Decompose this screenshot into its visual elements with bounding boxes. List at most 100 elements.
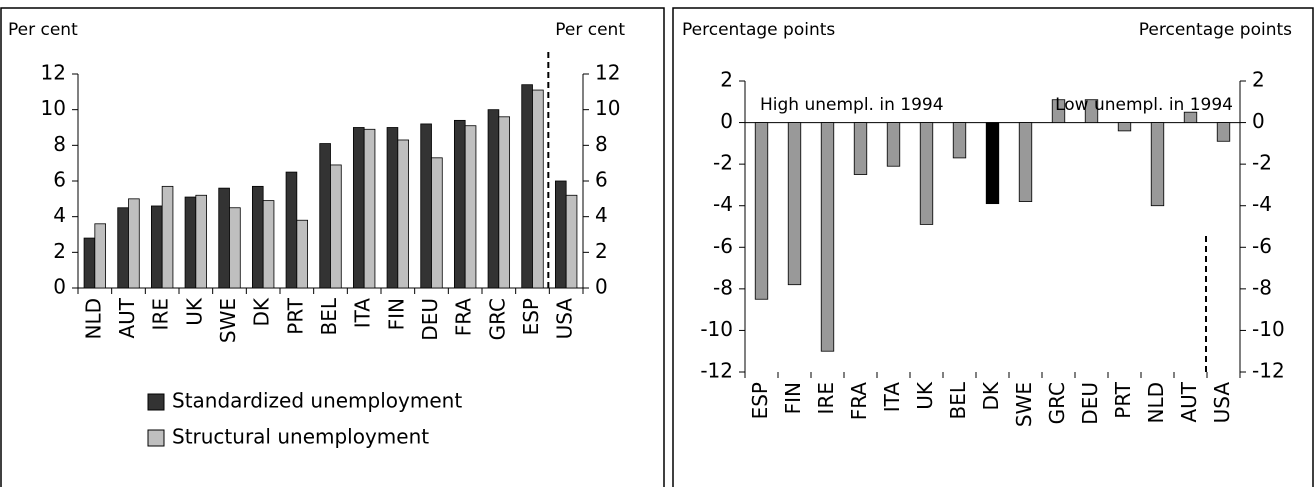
y-tick-label: -4 bbox=[713, 192, 733, 216]
legend-swatch bbox=[147, 393, 165, 411]
bar bbox=[251, 185, 264, 289]
x-tick-label: FIN bbox=[384, 298, 408, 330]
y-tick-label: 2 bbox=[53, 239, 66, 263]
y-axis-label: Percentage points bbox=[682, 20, 835, 40]
legend-label: Structural unemployment bbox=[172, 425, 429, 449]
bar bbox=[521, 84, 533, 289]
y2-tick-label: 6 bbox=[595, 168, 608, 192]
y-tick-label: 8 bbox=[53, 132, 66, 156]
bar bbox=[184, 196, 197, 289]
bar bbox=[1051, 99, 1066, 123]
bar bbox=[453, 119, 466, 289]
y-tick-label: 6 bbox=[53, 168, 66, 192]
y-tick-label: 12 bbox=[41, 61, 66, 85]
bar bbox=[218, 187, 230, 289]
y2-tick-label: 10 bbox=[595, 96, 620, 120]
bar bbox=[1150, 122, 1165, 207]
bar bbox=[431, 157, 443, 289]
bar bbox=[352, 127, 365, 289]
x-tick-label: AUT bbox=[115, 297, 139, 338]
y2-tick-label: -6 bbox=[1252, 234, 1272, 258]
x-tick-label: BEL bbox=[946, 381, 970, 419]
x-tick-label: AUT bbox=[1177, 381, 1201, 422]
legend-label: Standardized unemployment bbox=[172, 389, 462, 413]
y2-tick-label: -8 bbox=[1252, 275, 1272, 299]
y-tick-label: 10 bbox=[41, 96, 66, 120]
bar bbox=[161, 185, 174, 289]
x-tick-label: PRT bbox=[1111, 381, 1135, 419]
y2-tick-label: 0 bbox=[595, 275, 608, 299]
bar bbox=[853, 122, 868, 175]
x-tick-label: SWE bbox=[1012, 382, 1036, 427]
bar bbox=[498, 116, 511, 289]
x-tick-label: IRE bbox=[149, 298, 173, 330]
x-tick-label: ESP bbox=[748, 382, 772, 419]
x-tick-label: DEU bbox=[418, 298, 442, 341]
x-tick-label: FRA bbox=[452, 298, 476, 337]
bar bbox=[296, 219, 309, 289]
bar bbox=[1084, 99, 1099, 123]
x-tick-label: FIN bbox=[781, 382, 805, 414]
x-tick-label: DEU bbox=[1078, 382, 1102, 425]
bar bbox=[1117, 122, 1132, 132]
y2-tick-label: -4 bbox=[1252, 192, 1272, 216]
y-tick-label: 4 bbox=[53, 203, 66, 227]
y-tick-label: -8 bbox=[713, 275, 733, 299]
x-tick-label: FRA bbox=[847, 382, 871, 421]
panel-frame bbox=[0, 7, 665, 487]
bar bbox=[754, 122, 769, 300]
y2-tick-label: 2 bbox=[1252, 68, 1265, 92]
x-tick-label: DK bbox=[979, 381, 1003, 410]
bar bbox=[487, 109, 500, 289]
bar bbox=[1216, 122, 1231, 142]
y2-axis-label: Per cent bbox=[555, 20, 625, 40]
bar bbox=[565, 194, 578, 289]
y-tick-label: 0 bbox=[720, 109, 733, 133]
x-tick-label: PRT bbox=[283, 297, 307, 335]
x-tick-label: UK bbox=[182, 297, 206, 326]
x-tick-label: ESP bbox=[519, 298, 543, 335]
bar bbox=[554, 180, 567, 289]
x-tick-label: GRC bbox=[1045, 382, 1069, 424]
y-tick-label: -12 bbox=[700, 359, 733, 383]
x-tick-label: NLD bbox=[1144, 382, 1168, 424]
y2-tick-label: -2 bbox=[1252, 151, 1272, 175]
bar bbox=[464, 125, 477, 289]
x-tick-label: UK bbox=[913, 381, 937, 410]
x-tick-label: BEL bbox=[317, 297, 341, 335]
bar bbox=[985, 122, 1000, 205]
bar bbox=[195, 194, 208, 289]
x-tick-label: ITA bbox=[880, 382, 904, 413]
bar bbox=[532, 89, 544, 289]
y2-axis-label: Percentage points bbox=[1139, 20, 1292, 40]
y-tick-label: 0 bbox=[53, 275, 66, 299]
x-tick-label: GRC bbox=[485, 298, 509, 340]
y2-tick-label: 4 bbox=[595, 203, 608, 227]
x-tick-label: USA bbox=[1210, 382, 1234, 424]
x-tick-label: ITA bbox=[351, 298, 375, 329]
bar bbox=[886, 122, 901, 167]
x-tick-label: NLD bbox=[81, 298, 105, 340]
bar bbox=[363, 128, 376, 289]
y2-tick-label: 0 bbox=[1252, 109, 1265, 133]
y-axis-label: Per cent bbox=[8, 20, 78, 40]
annotation: Low unempl. in 1994 bbox=[1055, 95, 1233, 115]
y-tick-label: -2 bbox=[713, 151, 733, 175]
bar bbox=[420, 123, 432, 289]
bar bbox=[150, 205, 163, 289]
bar bbox=[262, 200, 275, 289]
bar bbox=[820, 122, 835, 352]
bar bbox=[919, 122, 934, 225]
y2-tick-label: -12 bbox=[1252, 359, 1285, 383]
bar bbox=[952, 122, 967, 159]
bar bbox=[397, 139, 410, 289]
bar bbox=[285, 171, 298, 289]
bar bbox=[319, 143, 331, 289]
bar bbox=[94, 223, 107, 289]
bar bbox=[330, 164, 342, 289]
y-tick-label: 2 bbox=[720, 68, 733, 92]
bar bbox=[128, 198, 140, 289]
y2-tick-label: 2 bbox=[595, 239, 608, 263]
annotation: High unempl. in 1994 bbox=[760, 95, 944, 115]
